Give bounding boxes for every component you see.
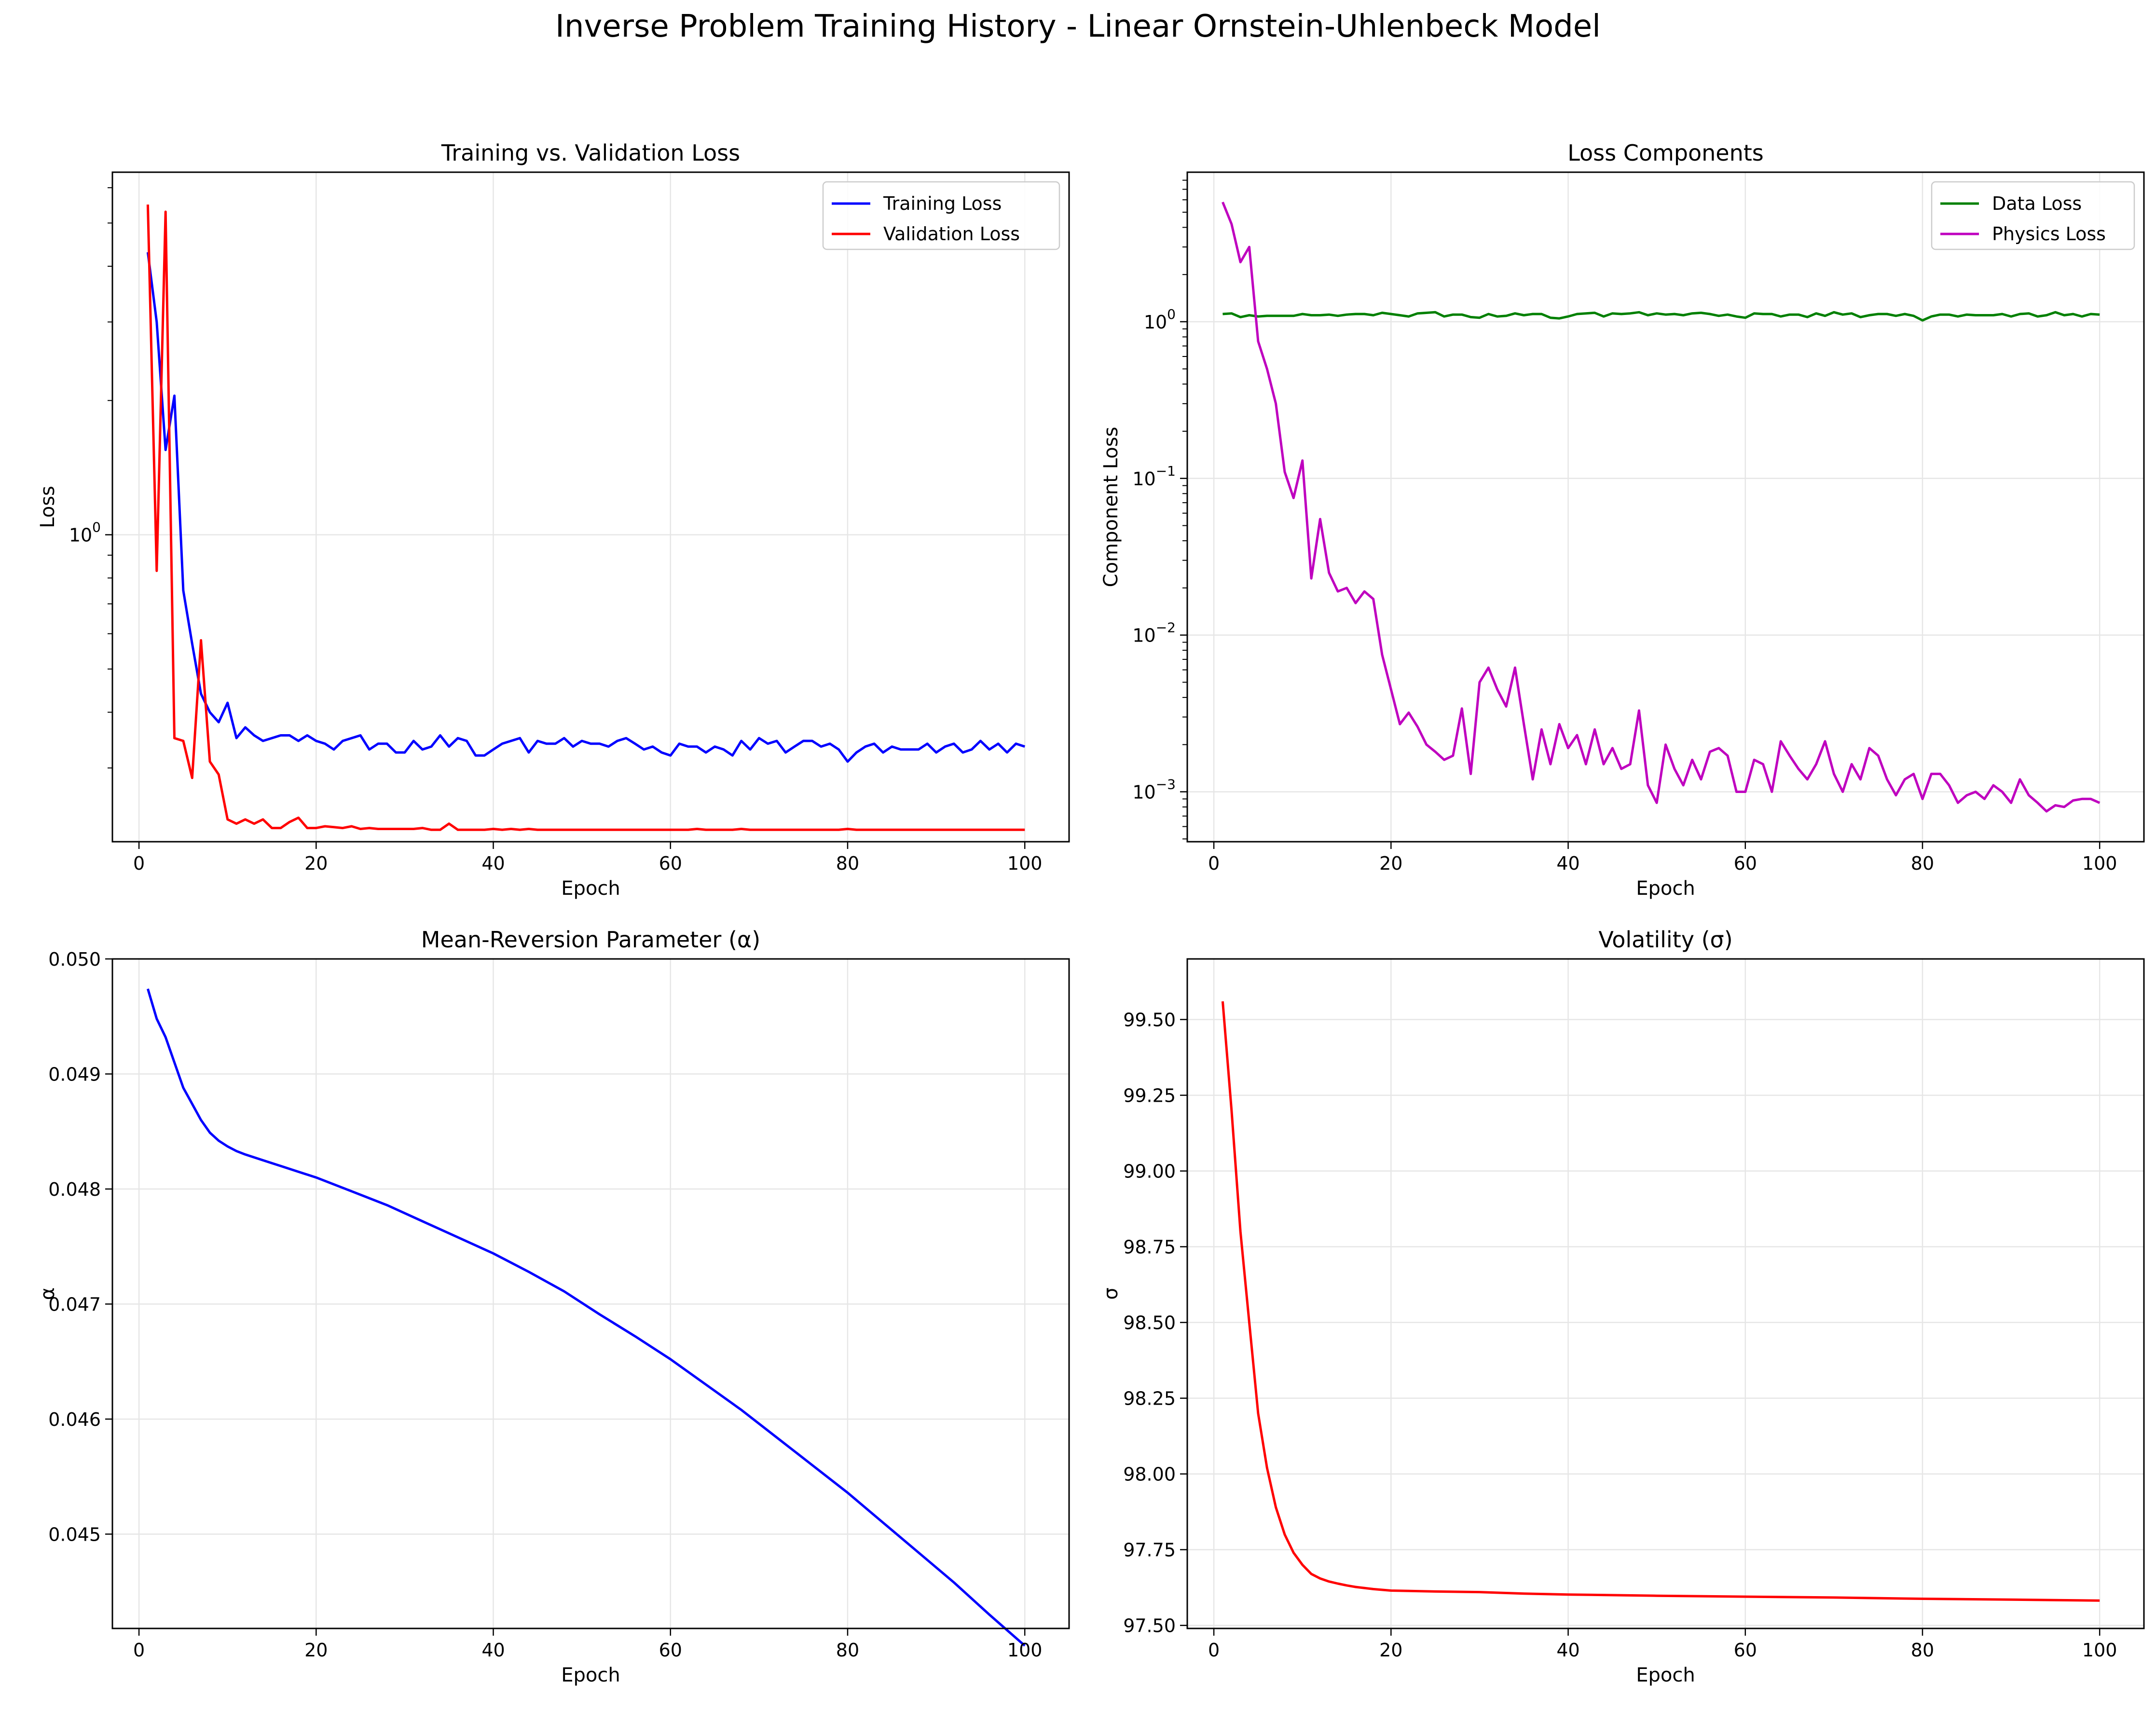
x-tick-label: 60	[1734, 1640, 1757, 1661]
legend-frame	[822, 181, 1060, 250]
y-tick-label: 99.00	[1123, 1161, 1176, 1182]
legend-label: Physics Loss	[1992, 223, 2106, 245]
y-tick-label: 99.25	[1123, 1085, 1176, 1107]
x-tick-label: 20	[1379, 1640, 1402, 1661]
legend-frame	[1931, 181, 2135, 250]
x-tick-label: 20	[1379, 853, 1402, 874]
series-line-data-loss	[1222, 311, 2100, 322]
x-tick-label: 80	[1911, 853, 1934, 874]
series-line-3	[147, 988, 1026, 1647]
y-tick-label: 0.045	[48, 1524, 101, 1545]
x-axis-label: Epoch	[1636, 877, 1695, 900]
y-tick-label: 98.75	[1123, 1237, 1176, 1258]
chart-title: Mean-Reversion Parameter (α)	[421, 927, 760, 953]
x-tick-label: 40	[1556, 1640, 1579, 1661]
y-tick-label: 0.048	[48, 1179, 101, 1200]
x-tick-label: 0	[133, 853, 145, 874]
x-tick-label: 20	[304, 1640, 328, 1661]
x-axis-label: Epoch	[1636, 1664, 1695, 1686]
y-axis-label: α	[37, 1287, 59, 1300]
y-tick-label: 97.50	[1123, 1615, 1176, 1637]
chart-panel-1: 0 20 40 60 80 100 100 Training vs. Validation L…	[37, 140, 1070, 900]
y-tick-label: 0.050	[48, 949, 101, 970]
series-line-4	[1221, 1001, 2100, 1602]
legend: Data Loss Physics Loss	[1931, 181, 2135, 250]
x-tick-label: 100	[2082, 853, 2117, 874]
y-tick-label: 0.047	[48, 1294, 101, 1315]
figure-title: Inverse Problem Training History - Linea…	[555, 9, 1601, 44]
x-axis-label: Epoch	[561, 877, 620, 900]
y-tick-label: 10−1	[1132, 463, 1176, 490]
x-tick-label: 0	[1208, 853, 1220, 874]
x-tick-label: 100	[2082, 1640, 2117, 1661]
x-tick-label: 40	[481, 1640, 505, 1661]
series-line-validation-loss	[146, 205, 1025, 831]
series-line-physics-loss	[1222, 202, 2101, 813]
x-tick-label: 100	[1007, 853, 1043, 874]
y-tick-label: 0.049	[48, 1064, 101, 1085]
legend-label: Validation Loss	[883, 223, 1020, 245]
series-line-training-loss	[146, 252, 1025, 763]
chart-title: Volatility (σ)	[1598, 927, 1732, 953]
y-tick-label: 97.75	[1123, 1540, 1176, 1561]
x-tick-label: 0	[133, 1640, 145, 1661]
y-tick-label: 98.25	[1123, 1388, 1176, 1409]
y-tick-label: 100	[69, 520, 101, 546]
x-tick-label: 0	[1208, 1640, 1220, 1661]
x-tick-label: 100	[1007, 1640, 1043, 1661]
y-tick-label: 98.50	[1123, 1313, 1176, 1334]
legend-label: Training Loss	[883, 193, 1002, 214]
x-tick-label: 80	[836, 1640, 859, 1661]
y-tick-label: 10−3	[1132, 776, 1176, 803]
x-tick-label: 20	[304, 853, 328, 874]
chart-panel-4: 0 20 40 60 80 100 97.50 97.75 98.00 98.25 98.50 98.…	[1100, 927, 2145, 1686]
legend: Training Loss Validation Loss	[822, 181, 1060, 250]
legend-label: Data Loss	[1992, 193, 2082, 214]
chart-panel-2: 0 20 40 60 80 100 10−3 10−2 10−1 100 Loss Componen…	[1100, 140, 2145, 900]
x-axis-label: Epoch	[561, 1664, 620, 1686]
axes-frame	[111, 958, 1070, 1629]
y-tick-label: 98.00	[1123, 1464, 1176, 1485]
chart-title: Training vs. Validation Loss	[441, 140, 740, 166]
axes-frame	[1186, 958, 2145, 1629]
axes-frame	[1186, 171, 2145, 843]
y-axis-label: Component Loss	[1100, 427, 1122, 588]
x-tick-label: 80	[836, 853, 859, 874]
y-tick-label: 100	[1144, 306, 1176, 333]
axes-frame	[111, 171, 1070, 843]
y-tick-label: 10−2	[1132, 620, 1176, 646]
chart-title: Loss Components	[1567, 140, 1764, 166]
x-tick-label: 40	[481, 853, 505, 874]
x-tick-label: 60	[1734, 853, 1757, 874]
chart-panel-3: 0 20 40 60 80 100 0.045 0.046 0.047 0.048 0.049 0.0…	[37, 927, 1070, 1686]
y-tick-label: 0.046	[48, 1409, 101, 1430]
x-tick-label: 80	[1911, 1640, 1934, 1661]
x-tick-label: 60	[659, 853, 682, 874]
x-tick-label: 60	[659, 1640, 682, 1661]
y-axis-label: σ	[1100, 1287, 1122, 1299]
x-tick-label: 40	[1556, 853, 1579, 874]
y-axis-label: Loss	[37, 486, 59, 528]
y-tick-label: 99.50	[1123, 1010, 1176, 1031]
